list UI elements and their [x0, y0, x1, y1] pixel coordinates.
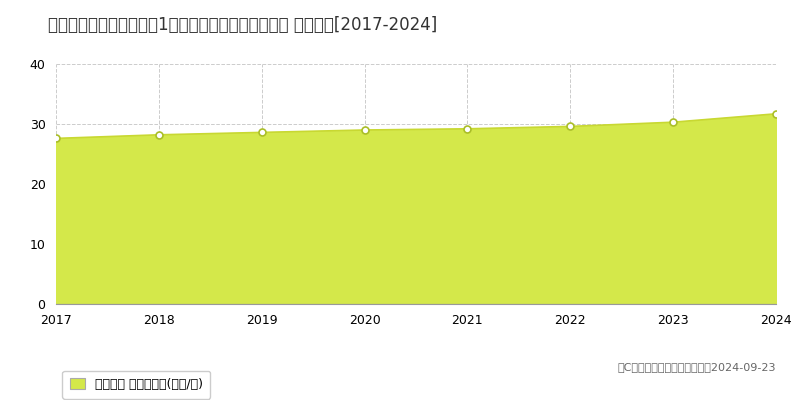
- Text: 千葉県成田市はなのき台1丁目２２番１３　公示地価 地価推移[2017-2024]: 千葉県成田市はなのき台1丁目２２番１３ 公示地価 地価推移[2017-2024]: [48, 16, 438, 34]
- Legend: 公示地価 平均坪単価(万円/坪): 公示地価 平均坪単価(万円/坪): [62, 370, 210, 398]
- Text: （C）土地価格ドットコム　　2024-09-23: （C）土地価格ドットコム 2024-09-23: [618, 362, 776, 372]
